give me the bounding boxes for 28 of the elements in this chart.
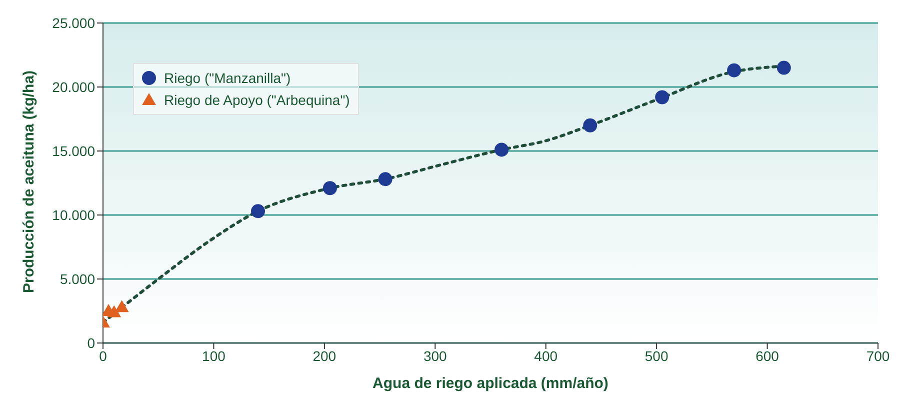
x-tick-label: 600 [756,348,780,364]
point [378,172,392,186]
point [322,181,337,196]
x-tick-label: 700 [866,348,890,364]
legend-label: Riego de Apoyo ("Arbequina") [164,91,350,110]
point [727,63,742,78]
point [655,90,670,104]
y-tick-label: 10.000 [52,206,96,223]
x-tick-label: 200 [312,348,336,364]
x-tick-label: 400 [534,348,558,364]
point [583,118,598,132]
y-tick-label: 25.000 [52,14,96,31]
x-tick-label: 0 [99,348,108,364]
point [776,60,791,75]
x-tick-label: 100 [202,348,226,364]
y-tick-label: 0 [87,334,96,351]
x-tick-label: 500 [644,348,668,364]
y-axis-title: Producción de aceituna (kg/ha) [20,70,38,293]
point [494,142,509,157]
point [114,300,129,312]
x-axis-title: Agua de riego aplicada (mm/año) [372,375,608,392]
y-tick-label: 20.000 [52,78,96,95]
point [251,204,265,218]
legend-label: Riego ("Manzanilla") [164,69,291,88]
x-tick-label: 300 [423,348,448,364]
y-tick-label: 5.000 [60,270,96,287]
point [107,305,122,318]
y-tick-label: 15.000 [52,142,96,159]
